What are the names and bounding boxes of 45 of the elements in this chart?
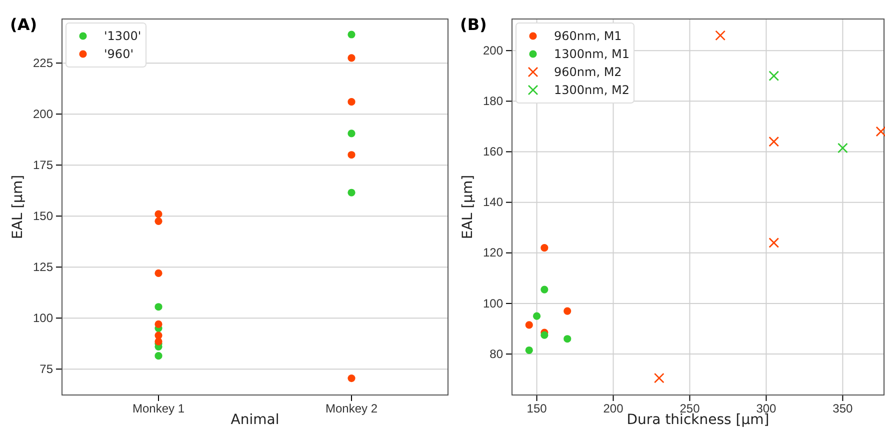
x-tick-label: 350 bbox=[832, 402, 854, 416]
y-tick-label: 200 bbox=[32, 106, 54, 121]
x-tick-label: Monkey 1 bbox=[132, 402, 185, 416]
x-tick-label: 150 bbox=[526, 402, 548, 416]
legend-label: 1300nm, M2 bbox=[554, 83, 630, 97]
y-tick-label: 180 bbox=[482, 94, 504, 108]
y-tick-label: 175 bbox=[32, 158, 54, 172]
point bbox=[715, 30, 726, 41]
y-tick-label: 200 bbox=[482, 43, 504, 58]
point bbox=[768, 70, 780, 82]
point bbox=[564, 307, 572, 315]
y-tick-label: 75 bbox=[40, 362, 54, 376]
chart-title: (B) bbox=[460, 15, 487, 34]
y-tick-label: 150 bbox=[32, 208, 54, 223]
x-tick-label: 200 bbox=[603, 402, 624, 416]
point bbox=[876, 126, 885, 137]
chart-title: (A) bbox=[10, 15, 38, 34]
y-axis-title: EAL [µm] bbox=[460, 174, 476, 240]
legend-label: 960nm, M2 bbox=[554, 65, 622, 79]
legend-label: '960' bbox=[104, 47, 134, 61]
y-tick-label: 80 bbox=[490, 346, 504, 361]
x-axis-title: Animal bbox=[230, 412, 280, 428]
point bbox=[564, 335, 572, 343]
point bbox=[525, 321, 533, 329]
point bbox=[654, 372, 664, 384]
legend-label: 1300nm, M1 bbox=[554, 47, 630, 61]
point bbox=[768, 136, 780, 147]
legend-label: 960nm, M1 bbox=[554, 29, 622, 43]
point bbox=[540, 331, 548, 339]
point bbox=[525, 346, 533, 354]
legend-label: '1300' bbox=[104, 29, 142, 43]
point bbox=[768, 238, 780, 248]
y-tick-label: 125 bbox=[32, 260, 54, 274]
y-tick-label: 120 bbox=[482, 246, 504, 260]
x-tick-label: Monkey 2 bbox=[325, 402, 378, 416]
y-tick-label: 100 bbox=[32, 310, 54, 325]
y-tick-label: 225 bbox=[32, 56, 54, 70]
point bbox=[540, 286, 548, 294]
point bbox=[838, 142, 848, 154]
y-axis-title: EAL [µm] bbox=[10, 174, 26, 240]
y-tick-label: 160 bbox=[482, 144, 504, 159]
y-tick-label: 100 bbox=[482, 296, 504, 310]
y-tick-label: 140 bbox=[482, 195, 504, 210]
point bbox=[540, 244, 548, 252]
point bbox=[532, 312, 541, 320]
